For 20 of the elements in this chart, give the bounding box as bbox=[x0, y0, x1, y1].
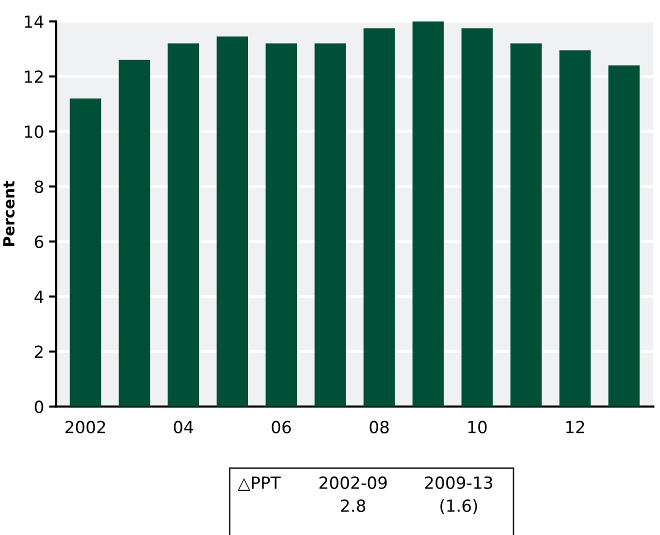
y-tick-label: 8 bbox=[34, 180, 44, 194]
text: △PPT bbox=[238, 476, 281, 491]
y-tick-label: 12 bbox=[24, 70, 43, 83]
x-tick-label: 06 bbox=[272, 420, 291, 434]
x-tick-label: 2002 bbox=[65, 420, 106, 434]
y-axis-title: Percent bbox=[3, 181, 15, 246]
text: 2.8 bbox=[341, 499, 366, 512]
x-tick-label: 12 bbox=[566, 420, 584, 434]
x-tick-label: 04 bbox=[174, 420, 194, 434]
y-tick-label: 0 bbox=[34, 400, 44, 414]
y-tick-label: 4 bbox=[34, 290, 44, 303]
x-tick-label: 10 bbox=[468, 420, 487, 434]
x-tick-label: 08 bbox=[370, 420, 389, 434]
y-tick-label: 10 bbox=[24, 125, 44, 138]
text: (1.6) bbox=[440, 499, 478, 514]
text: 2009-13 bbox=[425, 476, 492, 490]
y-tick-label: 14 bbox=[24, 16, 44, 28]
y-tick-label: 6 bbox=[34, 235, 44, 248]
text: 2002-09 bbox=[320, 476, 387, 490]
y-tick-label: 2 bbox=[34, 346, 43, 358]
